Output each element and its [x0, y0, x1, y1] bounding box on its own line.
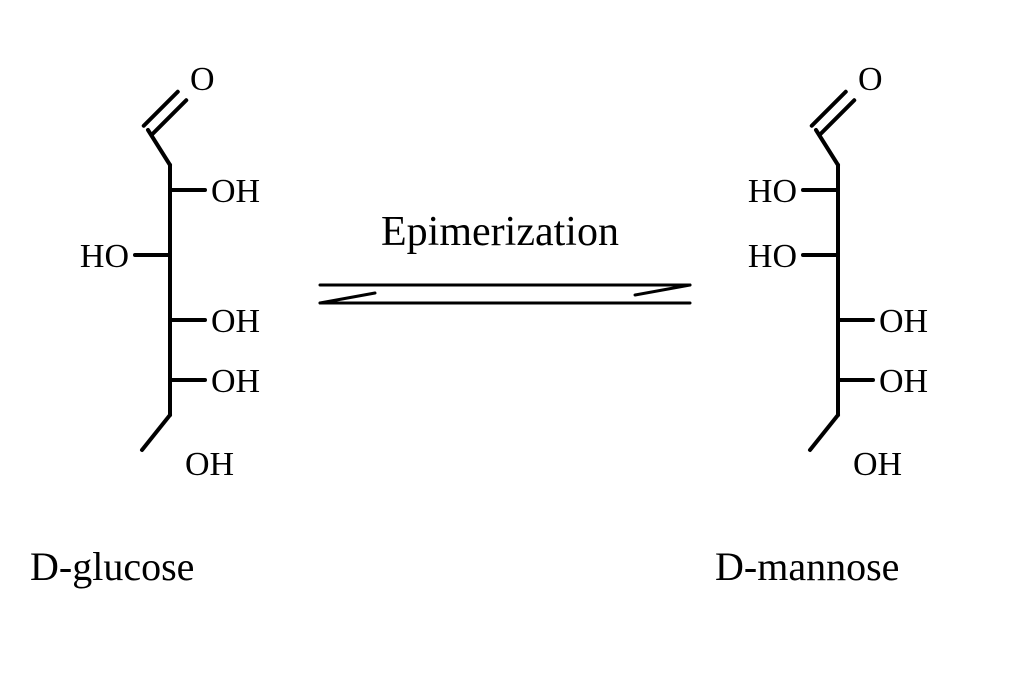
- atom-label-oh: OH: [211, 173, 260, 210]
- molecule-left: O OH HO OH OH OH D-glucose: [30, 61, 260, 589]
- atom-label-oh: OH: [211, 363, 260, 400]
- reaction-diagram: O OH HO OH OH OH D-glucose O HO HO OH OH OH D-mannose…: [0, 0, 1024, 683]
- atom-label-ho: HO: [80, 238, 129, 275]
- atom-label-o: O: [190, 61, 215, 98]
- atom-label-oh: OH: [879, 363, 928, 400]
- atom-label-oh-terminal: OH: [185, 446, 234, 483]
- atom-label-oh: OH: [211, 303, 260, 340]
- reaction-label: Epimerization: [381, 209, 619, 255]
- molecule-name-right: D-mannose: [715, 544, 899, 589]
- molecule-name-left: D-glucose: [30, 544, 194, 589]
- equilibrium-arrow: Epimerization: [320, 209, 690, 303]
- atom-label-o: O: [858, 61, 883, 98]
- atom-label-ho: HO: [748, 238, 797, 275]
- atom-label-oh: OH: [879, 303, 928, 340]
- atom-label-ho: HO: [748, 173, 797, 210]
- atom-label-oh-terminal: OH: [853, 446, 902, 483]
- molecule-right: O HO HO OH OH OH D-mannose: [715, 61, 928, 589]
